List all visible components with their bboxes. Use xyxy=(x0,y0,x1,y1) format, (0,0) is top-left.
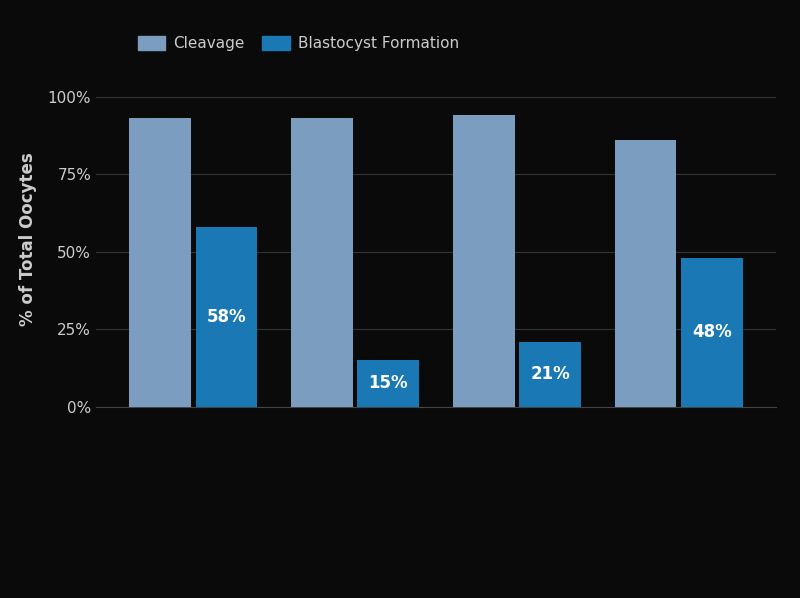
Bar xyxy=(291,118,353,407)
Bar xyxy=(615,140,677,407)
Text: 58%: 58% xyxy=(206,308,246,326)
Text: 21%: 21% xyxy=(530,365,570,383)
Bar xyxy=(358,360,419,407)
Bar xyxy=(129,118,190,407)
Legend: Cleavage, Blastocyst Formation: Cleavage, Blastocyst Formation xyxy=(138,36,458,51)
Text: 48%: 48% xyxy=(692,324,732,341)
Y-axis label: % of Total Oocytes: % of Total Oocytes xyxy=(18,152,37,326)
Bar xyxy=(682,258,743,407)
Text: 15%: 15% xyxy=(369,374,408,392)
Bar xyxy=(195,227,257,407)
Bar xyxy=(519,341,581,407)
Bar xyxy=(453,115,514,407)
